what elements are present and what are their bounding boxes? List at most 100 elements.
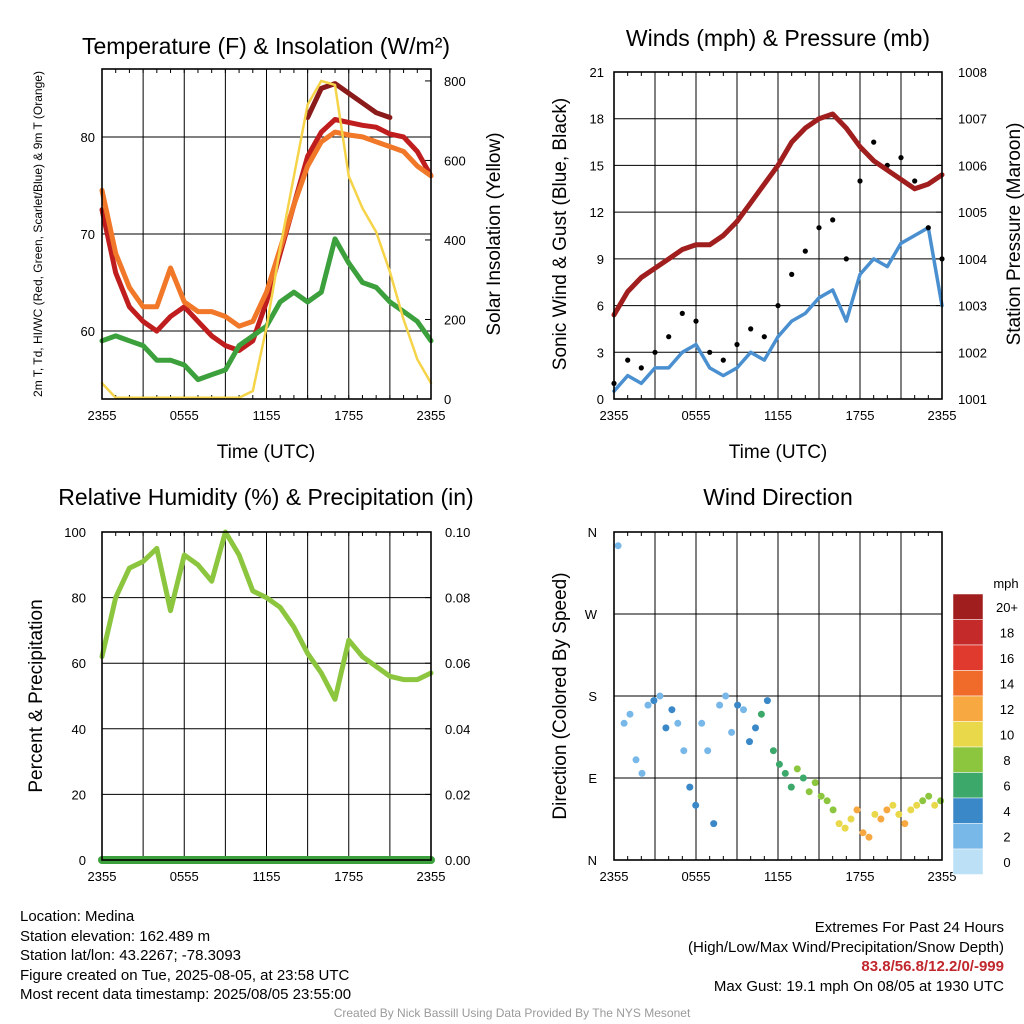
gust-point (734, 341, 740, 348)
direction-point (799, 774, 807, 782)
gust-point (871, 139, 877, 145)
panel-title: Relative Humidity (%) & Precipitation (i… (58, 484, 473, 510)
direction-point (752, 724, 759, 732)
direction-point (847, 815, 855, 823)
extremes-title: Extremes For Past 24 Hours (814, 919, 1004, 936)
colorbar-swatch (952, 848, 984, 875)
direction-point (662, 724, 670, 732)
direction-point (859, 829, 867, 837)
colorbar-swatch (952, 593, 984, 620)
temperature-series-line (100, 79, 433, 400)
direction-point (626, 710, 634, 718)
gust-point (748, 326, 754, 332)
pressure-line (611, 111, 945, 318)
y-tick-label: 0 (79, 853, 86, 868)
gust-point (843, 256, 849, 262)
colorbar-label: 8 (1003, 753, 1010, 768)
gust-point (912, 178, 918, 184)
station-info: Location: Medina Station elevation: 162.… (20, 907, 351, 1005)
y2-tick-label: 1004 (958, 252, 987, 267)
y-tick-label: 12 (590, 205, 604, 220)
direction-point (614, 542, 622, 550)
y-tick-label: N (588, 525, 597, 540)
direction-point (793, 765, 801, 773)
direction-point (913, 801, 921, 809)
gust-point (898, 155, 904, 161)
gust-point (816, 225, 822, 231)
y2-tick-label: 0.04 (445, 722, 470, 737)
direction-point (710, 820, 718, 828)
created-text: Figure created on Tue, 2025-08-05, at 23… (20, 966, 350, 984)
x-tick-label: 1755 (334, 869, 363, 884)
direction-point (835, 820, 843, 828)
humidity-precip-panel: 2355 0555 1155 1755 23550204060801000.000.02… (26, 484, 474, 884)
direction-point (889, 801, 897, 809)
x-tick-label: 0555 (170, 869, 199, 884)
wind-speed-line (612, 225, 944, 393)
y2-tick-label: 1006 (958, 158, 987, 173)
x-tick-label: 2355 (417, 408, 446, 423)
direction-point (650, 697, 658, 705)
y-tick-label: 3 (597, 345, 604, 360)
panel-title: Temperature (F) & Insolation (W/m²) (82, 33, 450, 59)
direction-point (919, 797, 927, 805)
colorbar-swatch (952, 823, 984, 850)
y2-tick-label: 1005 (958, 205, 987, 220)
y2-tick-label: 1008 (958, 65, 987, 80)
x-tick-label: 1155 (764, 869, 792, 884)
direction-point (763, 697, 771, 705)
x-tick-label: 2355 (88, 408, 117, 423)
direction-point (841, 824, 849, 832)
direction-point (704, 747, 712, 755)
direction-point (686, 783, 694, 791)
gust-point (802, 248, 808, 254)
gust-point (789, 271, 795, 277)
direction-point (692, 801, 700, 809)
recent-timestamp-text: Most recent data timestamp: 2025/08/05 2… (20, 986, 352, 1003)
credit-footer: Created By Nick Bassill Using Data Provi… (333, 1006, 691, 1020)
direction-point (740, 706, 747, 714)
y2-axis-title: Station Pressure (Maroon) (1004, 123, 1024, 346)
y2-axis-title: Solar Insolation (Yellow) (484, 132, 505, 335)
y2-tick-label: 600 (444, 153, 466, 168)
x-tick-label: 0555 (682, 408, 711, 423)
y-tick-label: N (588, 853, 597, 868)
temperature-series-line (305, 81, 393, 120)
direction-point (811, 779, 819, 787)
y2-tick-label: 0 (444, 392, 451, 407)
y-tick-label: 15 (590, 158, 604, 173)
gust-point (925, 225, 931, 231)
winds-pressure-panel: 2355 0555 1155 1755 235503691215182110011002… (550, 25, 1024, 463)
direction-point (638, 769, 646, 777)
y2-tick-label: 0.02 (445, 787, 470, 802)
x-tick-label: 2355 (928, 869, 957, 884)
y2-tick-label: 800 (444, 74, 466, 89)
direction-point (680, 747, 688, 755)
x-tick-label: 1755 (846, 869, 875, 884)
gust-point (679, 310, 685, 316)
wind-speed-colorbar: mph 20+ 18 16 14 12 10 8 6 4 2 0 (952, 576, 1019, 875)
direction-point (716, 701, 724, 709)
humidity-line (99, 529, 434, 702)
y2-tick-label: 1003 (958, 299, 987, 314)
colorbar-label: 6 (1003, 778, 1010, 793)
direction-point (620, 719, 628, 727)
direction-point (895, 810, 903, 818)
location-text: Location: Medina (20, 908, 135, 925)
gust-point (652, 349, 658, 355)
direction-point (865, 833, 873, 841)
plot-border (613, 531, 943, 861)
gust-point (693, 318, 699, 324)
y-tick-label: 80 (72, 591, 86, 606)
y2-tick-label: 0.10 (445, 525, 470, 540)
y-tick-label: 100 (64, 525, 86, 540)
x-tick-label: 1155 (764, 408, 792, 423)
direction-point (937, 797, 945, 805)
colorbar-label: 4 (1003, 804, 1010, 819)
gust-point (857, 178, 863, 184)
direction-point (668, 706, 676, 714)
y-axis-title: Percent & Precipitation (26, 599, 47, 792)
gust-point (720, 357, 726, 363)
